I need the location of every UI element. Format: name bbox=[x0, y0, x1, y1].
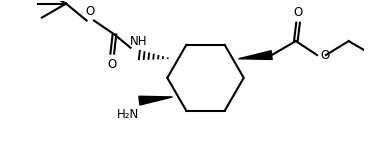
Text: O: O bbox=[293, 6, 303, 19]
Text: O: O bbox=[86, 5, 95, 18]
Text: O: O bbox=[108, 58, 117, 71]
Text: O: O bbox=[320, 49, 329, 62]
Text: NH: NH bbox=[130, 35, 147, 49]
Text: H₂N: H₂N bbox=[116, 108, 138, 121]
Polygon shape bbox=[139, 96, 172, 105]
Polygon shape bbox=[238, 51, 272, 60]
